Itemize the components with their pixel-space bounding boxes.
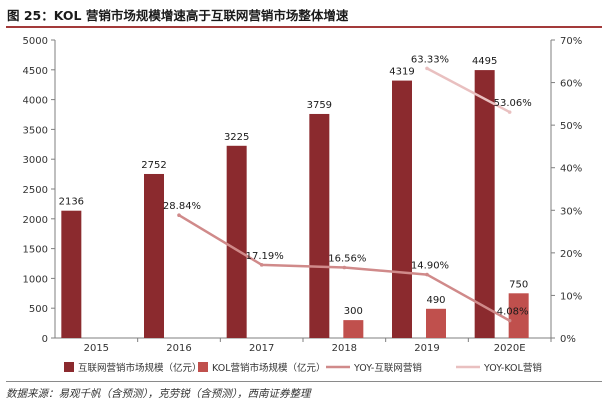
legend-label: YOY-KOL营销 xyxy=(483,362,542,374)
bar-internet xyxy=(61,210,82,338)
y-left-tick-label: 3500 xyxy=(23,125,48,136)
y-left-tick-label: 3000 xyxy=(23,155,48,166)
line-data-label: 63.33% xyxy=(411,54,449,65)
chart-labels: 2136 2752 3225 3759 4319 4495 300 490 750 28.84% 1… xyxy=(59,54,532,317)
bar-kol xyxy=(508,293,529,338)
bar-kol xyxy=(426,308,446,338)
legend-label: 互联网营销市场规模（亿元） xyxy=(78,362,202,374)
chart-axes: 0 500 1000 1500 2000 2500 3000 3500 4000 4500 5000… xyxy=(23,36,583,354)
bar-data-label: 750 xyxy=(509,279,528,290)
y-left-tick-label: 4500 xyxy=(23,66,48,77)
bar-internet xyxy=(309,113,330,339)
bar-internet xyxy=(144,173,164,338)
legend-label: YOY-互联网营销 xyxy=(353,362,422,374)
y-right-tick-label: 70% xyxy=(560,36,582,47)
y-left-tick-label: 2500 xyxy=(23,185,48,196)
y-left-tick-label: 1500 xyxy=(23,245,48,256)
x-tick-label: 2017 xyxy=(249,343,274,354)
chart-legend: 互联网营销市场规模（亿元） KOL营销市场规模（亿元） YOY-互联网营销 YOY-K… xyxy=(64,362,542,374)
figure-title: 图 25：KOL 营销市场规模增速高于互联网营销市场整体增速 xyxy=(6,6,602,28)
bar-kol xyxy=(343,320,364,338)
figure-source: 数据来源：易观千帆（含预测），克劳锐（含预测），西南证券整理 xyxy=(6,381,602,401)
y-left-tick-label: 500 xyxy=(29,304,48,315)
bar-data-label: 2752 xyxy=(141,160,166,171)
x-tick-label: 2019 xyxy=(414,343,439,354)
y-left-tick-label: 0 xyxy=(42,334,48,345)
legend-swatch xyxy=(198,362,208,372)
bar-data-label: 4495 xyxy=(472,56,497,67)
x-tick-label: 2016 xyxy=(166,343,191,354)
bar-data-label: 4319 xyxy=(389,67,414,78)
line-point xyxy=(342,265,347,270)
line-point xyxy=(177,213,181,218)
y-right-tick-label: 20% xyxy=(560,249,582,260)
y-right-tick-label: 30% xyxy=(560,206,582,217)
bar-data-label: 3225 xyxy=(224,132,249,143)
line-data-label: 14.90% xyxy=(411,261,449,272)
line-data-label: 17.19% xyxy=(246,251,284,262)
y-left-tick-label: 2000 xyxy=(23,215,48,226)
line-yoy-kol xyxy=(426,67,511,114)
line-point xyxy=(425,66,429,71)
line-data-label: 4.08% xyxy=(497,307,529,318)
line-point xyxy=(259,263,264,267)
line-data-label: 28.84% xyxy=(163,201,201,212)
legend-label: KOL营销市场规模（亿元） xyxy=(212,362,325,374)
y-left-tick-label: 1000 xyxy=(23,274,48,285)
y-right-tick-label: 60% xyxy=(560,79,582,90)
line-point xyxy=(507,110,512,114)
line-point xyxy=(507,318,512,323)
y-right-tick-label: 0% xyxy=(560,334,576,345)
y-left-tick-label: 5000 xyxy=(23,36,48,47)
x-tick-label: 2018 xyxy=(332,343,357,354)
bar-data-label: 3759 xyxy=(307,100,332,111)
line-data-label: 53.06% xyxy=(494,98,532,109)
y-right-tick-label: 40% xyxy=(560,164,582,175)
y-right-tick-label: 10% xyxy=(560,291,582,302)
x-tick-label: 2015 xyxy=(84,343,109,354)
chart-lines xyxy=(177,66,512,323)
line-data-label: 16.56% xyxy=(328,254,366,265)
bar-internet xyxy=(392,80,412,339)
bar-data-label: 490 xyxy=(426,295,445,306)
y-right-tick-label: 50% xyxy=(560,121,582,132)
y-left-tick-label: 4000 xyxy=(23,96,48,107)
legend-swatch xyxy=(64,362,74,372)
x-tick-label: 2020E xyxy=(494,343,526,354)
bar-internet xyxy=(474,70,495,339)
bar-data-label: 2136 xyxy=(59,197,84,208)
chart-bars xyxy=(61,70,529,339)
bar-data-label: 300 xyxy=(344,306,363,317)
bar-internet xyxy=(226,145,247,338)
line-point xyxy=(425,272,429,277)
